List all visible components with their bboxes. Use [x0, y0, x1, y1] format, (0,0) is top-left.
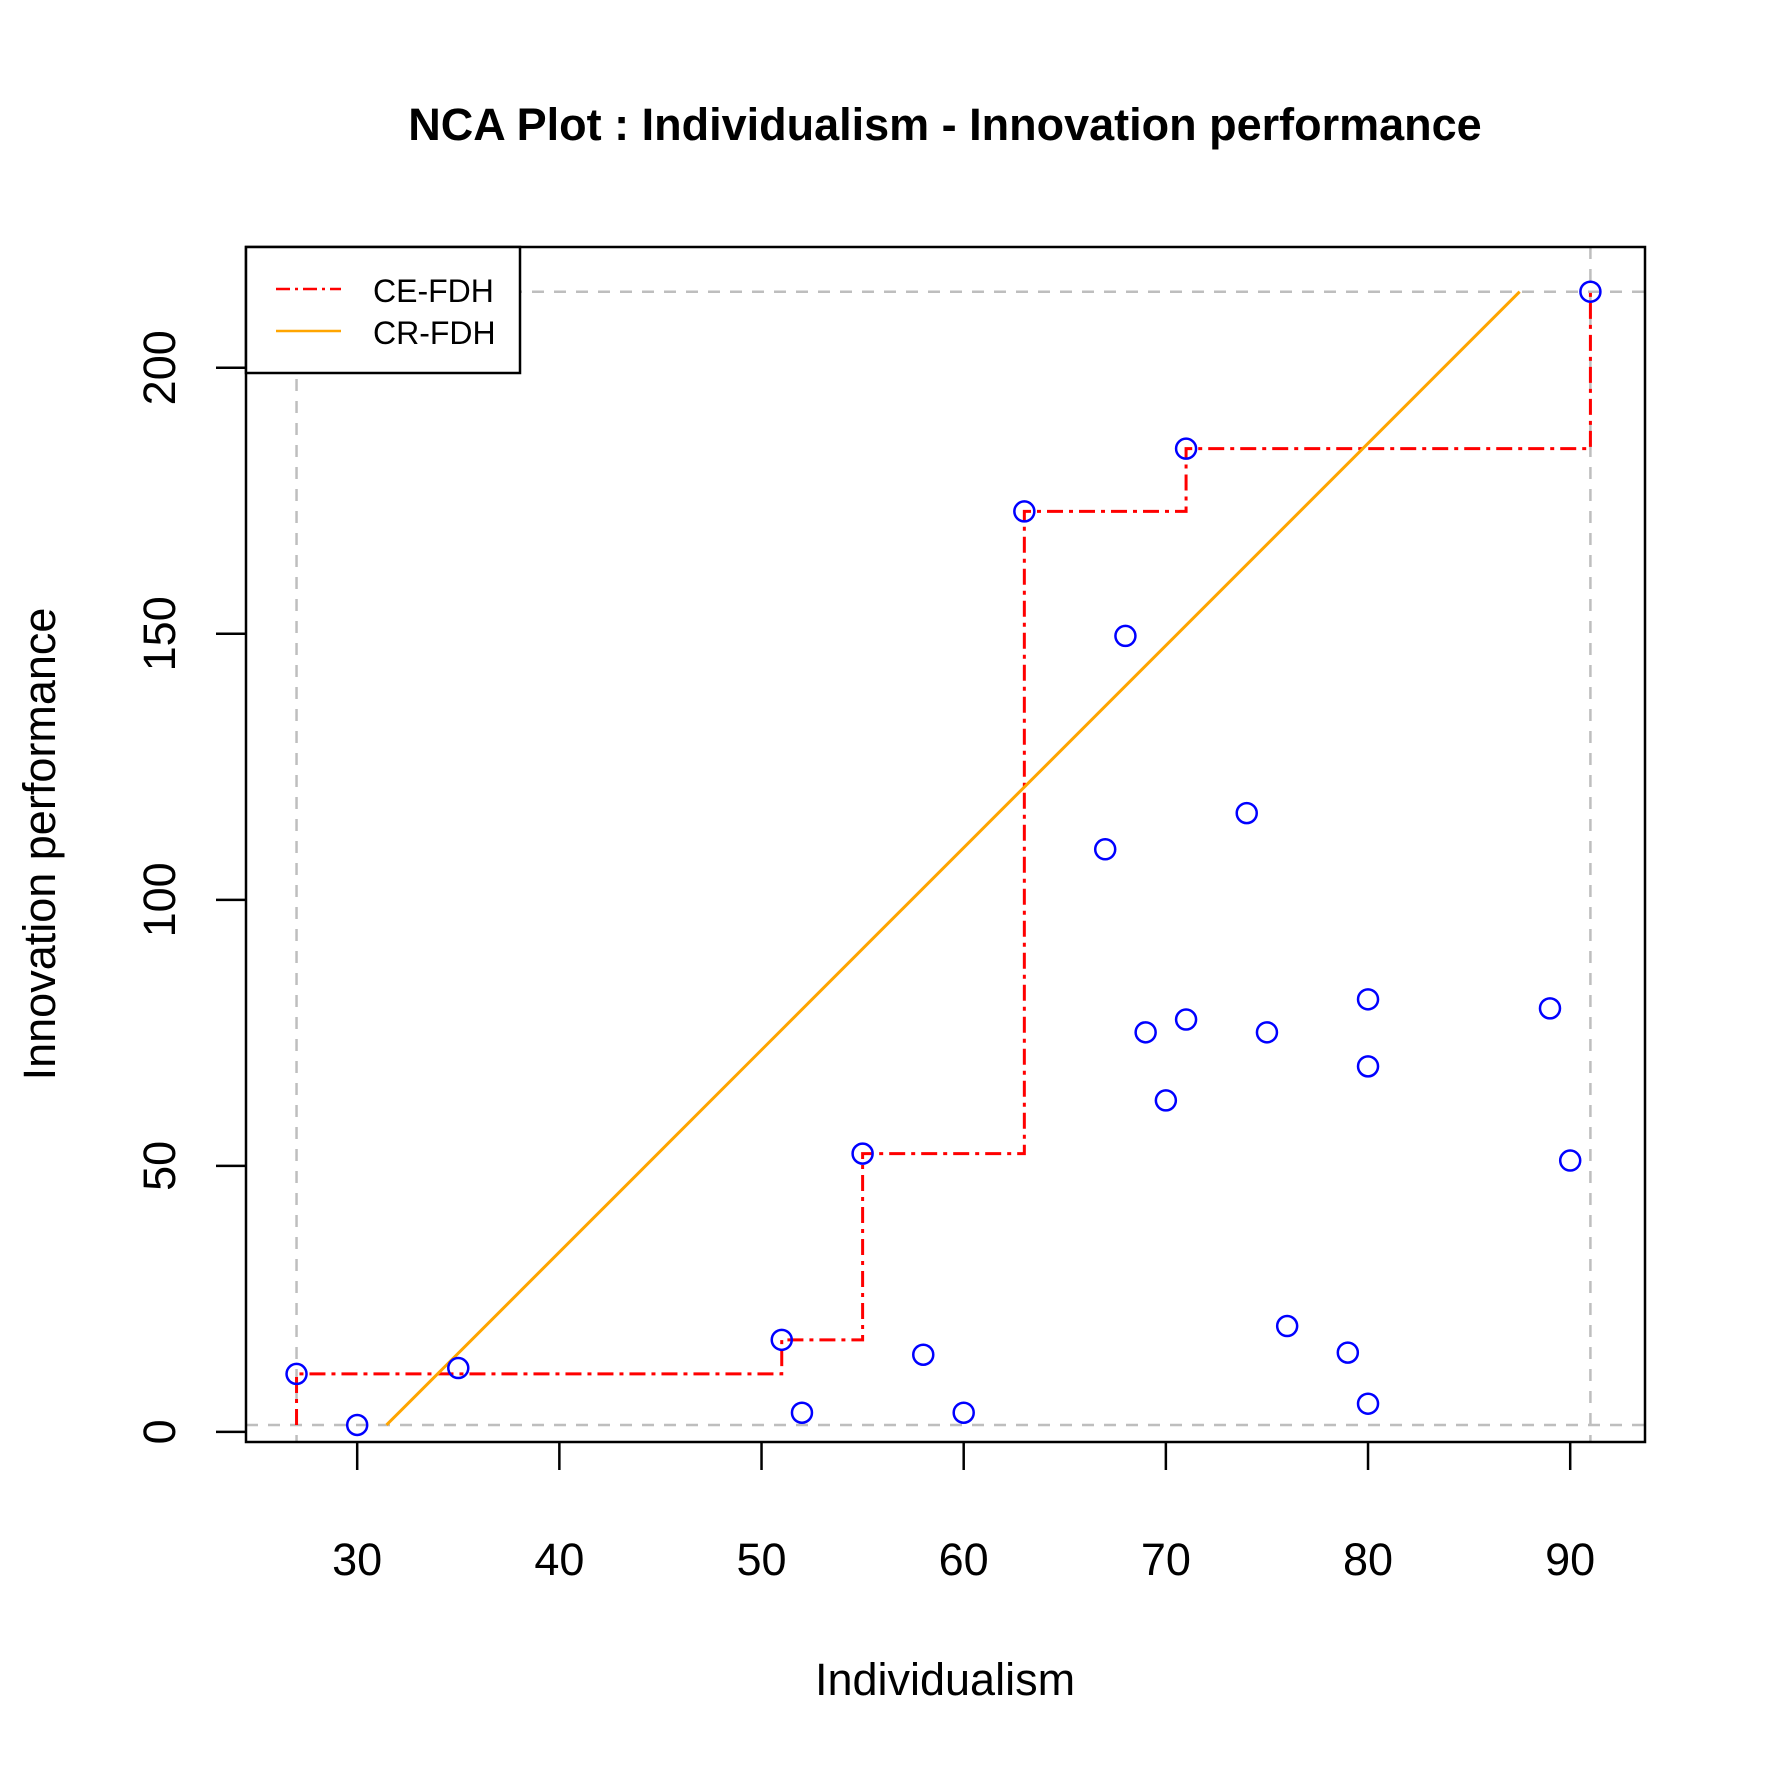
data-point — [1538, 997, 1562, 1020]
x-tick-label: 90 — [1545, 1534, 1595, 1585]
series-line-cr-fdh — [385, 290, 1521, 1427]
legend: CE-FDH CR-FDH — [244, 245, 522, 375]
y-tick-label: 200 — [134, 330, 185, 405]
legend-box — [244, 245, 522, 375]
data-point — [952, 1401, 975, 1424]
y-tick-label: 150 — [134, 596, 185, 671]
data-point — [1558, 1149, 1582, 1172]
data-point — [1579, 280, 1602, 303]
x-axis-label: Individualism — [815, 1654, 1075, 1705]
data-points — [285, 280, 1602, 1437]
data-point — [1013, 500, 1036, 523]
data-point — [1356, 1392, 1380, 1415]
data-point — [1114, 624, 1137, 648]
data-point — [770, 1328, 793, 1352]
data-point — [1356, 1055, 1380, 1078]
axes: 30 40 50 60 70 80 90 0 50 100 150 200 — [134, 330, 1595, 1585]
data-point — [1356, 988, 1380, 1011]
ceiling-lines — [295, 290, 1592, 1427]
legend-label-ce-fdh: CE-FDH — [373, 273, 494, 309]
legend-label-cr-fdh: CR-FDH — [373, 315, 496, 351]
x-tick-label: 30 — [332, 1534, 382, 1585]
data-point — [1154, 1089, 1178, 1112]
x-tick-label: 70 — [1141, 1534, 1191, 1585]
y-axis-label: Innovation performance — [14, 608, 65, 1081]
data-point — [285, 1362, 308, 1386]
y-tick-label: 50 — [134, 1141, 185, 1191]
series-line-ce-fdh — [295, 291, 1592, 1425]
data-point — [1275, 1314, 1299, 1338]
x-tick-label: 50 — [736, 1534, 786, 1585]
reference-lines — [246, 247, 1645, 1442]
data-point — [447, 1356, 470, 1380]
x-tick-label: 40 — [534, 1534, 584, 1585]
data-point — [1255, 1021, 1279, 1044]
y-tick-label: 0 — [134, 1419, 185, 1444]
data-point — [1235, 801, 1258, 825]
chart-title: NCA Plot : Individualism - Innovation pe… — [408, 99, 1481, 150]
data-point — [1336, 1341, 1360, 1364]
data-point — [345, 1413, 369, 1437]
data-point — [1134, 1021, 1157, 1044]
data-point — [851, 1142, 874, 1165]
x-tick-label: 60 — [939, 1534, 989, 1585]
data-point — [1093, 838, 1117, 861]
data-point — [1174, 437, 1198, 460]
plot-frame — [244, 245, 1647, 1444]
data-point — [790, 1401, 814, 1424]
x-tick-label: 80 — [1343, 1534, 1393, 1585]
data-point — [1174, 1008, 1198, 1031]
data-point — [912, 1343, 935, 1366]
y-tick-label: 100 — [134, 862, 185, 937]
